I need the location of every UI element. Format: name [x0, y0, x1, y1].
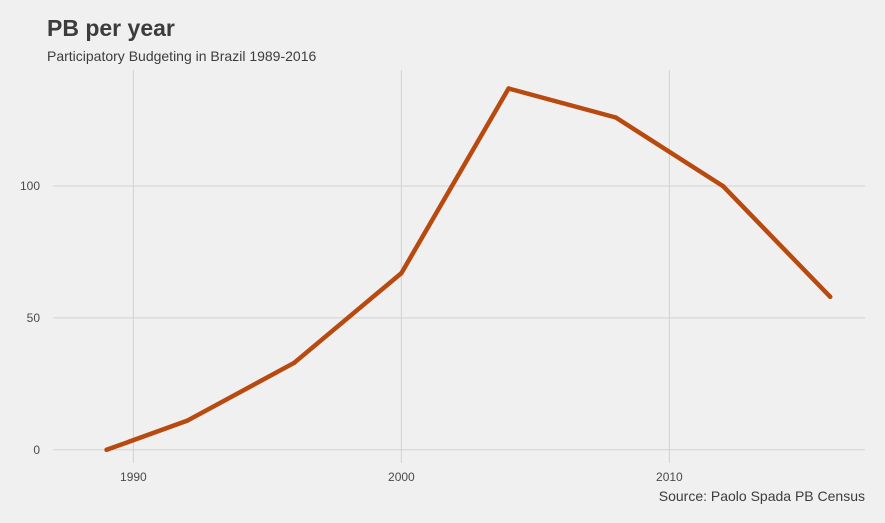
data-point [399, 270, 404, 276]
data-point [104, 447, 109, 453]
data-point [184, 418, 190, 423]
y-tick-label: 0 [33, 443, 40, 457]
x-tick-label: 1990 [120, 470, 147, 484]
grid-lines [53, 70, 865, 463]
data-point [720, 183, 726, 189]
y-tick-label: 50 [27, 311, 41, 325]
chart-source-caption: Source: Paolo Spada PB Census [658, 488, 865, 504]
y-tick-label: 100 [20, 179, 40, 193]
data-point [506, 86, 511, 91]
x-tick-label: 2000 [388, 470, 415, 484]
x-tick-label: 2010 [656, 470, 683, 484]
data-point [827, 294, 833, 300]
data-point [613, 115, 618, 120]
axis-tick-labels: 1990 2000 2010 0 50 100 [20, 179, 683, 484]
chart-title: PB per year [47, 15, 175, 41]
chart-subtitle: Participatory Budgeting in Brazil 1989-2… [47, 48, 317, 64]
series-lines [104, 86, 833, 453]
series-line [104, 86, 833, 453]
data-point [291, 360, 297, 365]
